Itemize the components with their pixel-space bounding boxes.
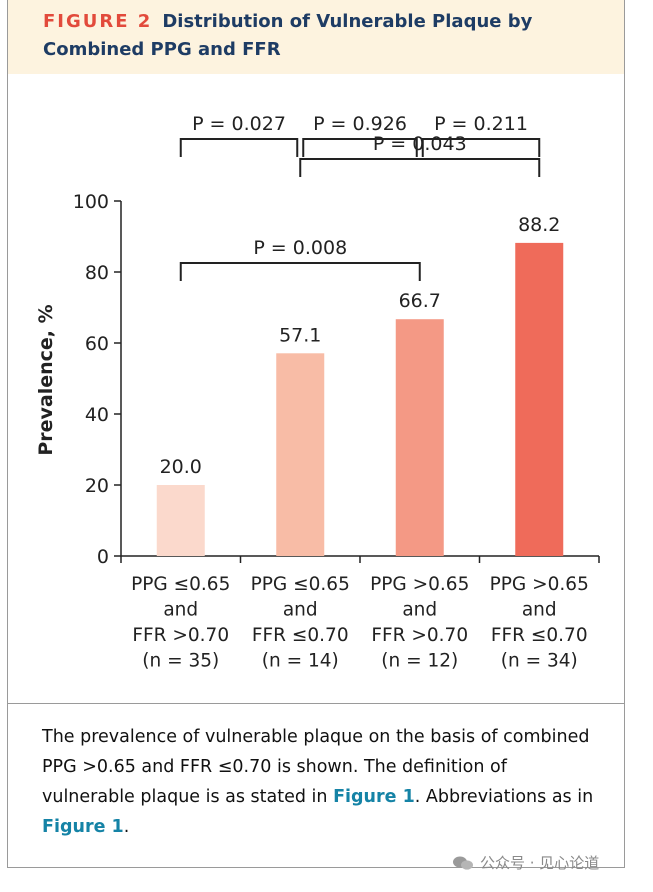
x-tick-label: (n = 14): [262, 651, 339, 672]
significance-bracket: [421, 138, 541, 157]
figure-label: FIGURE 2: [43, 11, 153, 32]
p-value-label: P = 0.043: [373, 133, 467, 155]
x-tick-label: PPG ≤0.65: [251, 574, 350, 595]
figure-1-link[interactable]: Figure 1: [333, 787, 415, 807]
x-tick-label: FFR >0.70: [132, 625, 229, 646]
bar: [156, 485, 205, 556]
x-tick-label: FFR ≤0.70: [491, 625, 588, 646]
p-value-label: P = 0.027: [192, 113, 286, 135]
significance-bracket: [299, 158, 541, 177]
p-value-label: P = 0.211: [434, 113, 528, 135]
bar-chart: 0 20 40 60 80 100 Prevalence, % 20.0 PPG ≤0.65 an…: [35, 113, 600, 672]
caption-text-1: The prevalence of vulnerable plaque on t…: [42, 727, 590, 807]
bar: [515, 242, 564, 556]
significance-bracket: [179, 138, 299, 157]
data-label: 20.0: [160, 456, 202, 478]
caption-text-2: . Abbreviations as in: [414, 787, 594, 807]
data-label: 88.2: [518, 214, 560, 236]
x-tick-label: (n = 34): [501, 651, 578, 672]
bar: [276, 353, 325, 556]
data-label: 57.1: [279, 324, 321, 346]
figure-1-link-2[interactable]: Figure 1: [42, 817, 124, 837]
figure-title-text: Distribution of Vulnerable Plaque by Com…: [43, 11, 533, 60]
x-tick-label: PPG >0.65: [490, 574, 589, 595]
figure-frame: FIGURE 2 Distribution of Vulnerable Plaqu…: [7, 0, 625, 868]
figure-header: FIGURE 2 Distribution of Vulnerable Plaqu…: [8, 0, 624, 74]
significance-bracket: [179, 262, 421, 281]
x-tick-label: and: [522, 600, 557, 621]
caption-text-3: .: [123, 817, 130, 837]
x-tick-label: and: [163, 600, 198, 621]
x-tick-label: (n = 35): [142, 651, 219, 672]
x-tick-label: (n = 12): [381, 651, 458, 672]
y-tick-label: 100: [73, 191, 109, 213]
y-tick-label: 0: [97, 546, 109, 568]
x-tick-label: FFR >0.70: [371, 625, 468, 646]
figure-caption: The prevalence of vulnerable plaque on t…: [42, 722, 602, 842]
y-tick-label: 20: [85, 475, 109, 497]
x-tick-label: and: [283, 600, 318, 621]
p-value-label: P = 0.926: [313, 113, 407, 135]
p-value-label: P = 0.008: [253, 237, 347, 259]
x-tick-label: and: [402, 600, 437, 621]
watermark: 公众号 · 见心论道: [452, 852, 599, 873]
wechat-icon: [453, 856, 473, 870]
significance-bracket: [302, 138, 418, 157]
x-tick-label: FFR ≤0.70: [252, 625, 349, 646]
y-tick-label: 40: [85, 404, 109, 426]
y-tick-label: 60: [85, 333, 109, 355]
figure-title: FIGURE 2 Distribution of Vulnerable Plaqu…: [43, 8, 603, 64]
x-tick-label: PPG ≤0.65: [131, 574, 230, 595]
watermark-text: 公众号 · 见心论道: [480, 854, 600, 872]
bar: [395, 319, 444, 556]
x-tick-label: PPG >0.65: [370, 574, 469, 595]
y-tick-label: 80: [85, 262, 109, 284]
y-axis-label: Prevalence, %: [35, 304, 57, 455]
data-label: 66.7: [399, 290, 441, 312]
caption-divider: [8, 703, 624, 704]
